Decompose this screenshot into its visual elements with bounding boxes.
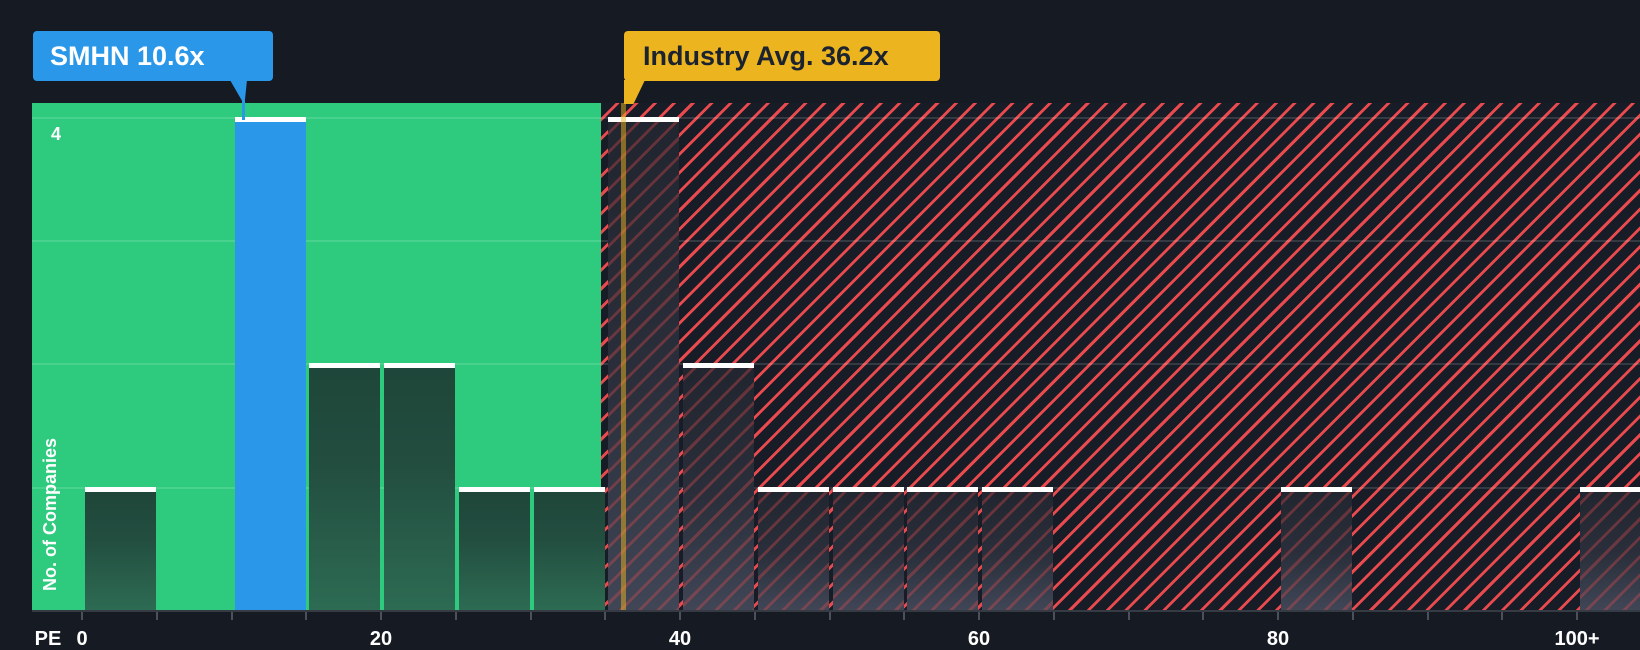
x-tick-25 bbox=[455, 612, 457, 620]
x-tick-70 bbox=[1128, 612, 1130, 620]
x-axis-line bbox=[32, 610, 1640, 612]
company-bar-smhn[interactable] bbox=[235, 117, 306, 610]
gridline-y-4 bbox=[32, 117, 1640, 119]
histogram-bar-pe-50-55[interactable] bbox=[833, 487, 904, 610]
x-tick-40 bbox=[679, 612, 681, 620]
plot-area: 4 bbox=[32, 103, 1640, 610]
x-tick-label-40: 40 bbox=[668, 628, 692, 650]
x-tick-85 bbox=[1352, 612, 1354, 620]
industry-callout-pointer-icon bbox=[624, 80, 645, 104]
x-tick-30 bbox=[530, 612, 532, 620]
x-tick-35 bbox=[604, 612, 606, 620]
x-tick-label-60: 60 bbox=[967, 628, 991, 650]
company-callout-pointer-line bbox=[242, 101, 245, 120]
x-tick-80 bbox=[1277, 612, 1279, 620]
y-axis-title: No. of Companies bbox=[40, 437, 60, 591]
histogram-bar-pe-25-30[interactable] bbox=[459, 487, 530, 610]
x-tick-15 bbox=[305, 612, 307, 620]
overvalued-hatched-zone bbox=[601, 103, 1640, 610]
x-tick-95 bbox=[1501, 612, 1503, 620]
histogram-bar-pe-0-5[interactable] bbox=[85, 487, 156, 610]
x-tick-90 bbox=[1427, 612, 1429, 620]
histogram-bar-pe-80-85[interactable] bbox=[1281, 487, 1352, 610]
histogram-bar-pe-55-60[interactable] bbox=[907, 487, 978, 610]
industry-average-line bbox=[621, 103, 626, 610]
x-tick-label-100+: 100+ bbox=[1554, 628, 1600, 650]
industry-average-callout: Industry Avg. 36.2x bbox=[624, 31, 940, 81]
gridline-y-3 bbox=[32, 240, 1640, 242]
x-tick-0 bbox=[81, 612, 83, 620]
x-axis-title: PE bbox=[34, 628, 62, 650]
x-tick-55 bbox=[903, 612, 905, 620]
histogram-bar-pe-20-25[interactable] bbox=[384, 363, 455, 610]
x-tick-100 bbox=[1576, 612, 1578, 620]
company-callout-label: SMHN 10.6x bbox=[50, 41, 205, 71]
x-tick-10 bbox=[231, 612, 233, 620]
x-tick-label-80: 80 bbox=[1266, 628, 1290, 650]
histogram-bar-pe-100-105[interactable] bbox=[1580, 487, 1640, 610]
histogram-bar-pe-15-20[interactable] bbox=[309, 363, 380, 610]
x-tick-5 bbox=[156, 612, 158, 620]
gridline-y-2 bbox=[32, 363, 1640, 365]
x-tick-75 bbox=[1202, 612, 1204, 620]
x-tick-65 bbox=[1053, 612, 1055, 620]
x-tick-20 bbox=[380, 612, 382, 620]
histogram-bar-pe-60-65[interactable] bbox=[982, 487, 1053, 610]
industry-average-callout-label: Industry Avg. 36.2x bbox=[643, 41, 889, 71]
x-tick-label-0: 0 bbox=[76, 628, 88, 650]
histogram-bar-pe-35-40[interactable] bbox=[608, 117, 679, 610]
y-max-tick-label: 4 bbox=[51, 124, 62, 144]
histogram-bar-pe-40-45[interactable] bbox=[683, 363, 754, 610]
histogram-bar-pe-45-50[interactable] bbox=[758, 487, 829, 610]
x-tick-label-20: 20 bbox=[369, 628, 393, 650]
x-tick-50 bbox=[829, 612, 831, 620]
company-callout: SMHN 10.6x bbox=[33, 31, 273, 81]
histogram-bar-pe-30-35[interactable] bbox=[534, 487, 605, 610]
x-tick-45 bbox=[754, 612, 756, 620]
x-tick-60 bbox=[978, 612, 980, 620]
